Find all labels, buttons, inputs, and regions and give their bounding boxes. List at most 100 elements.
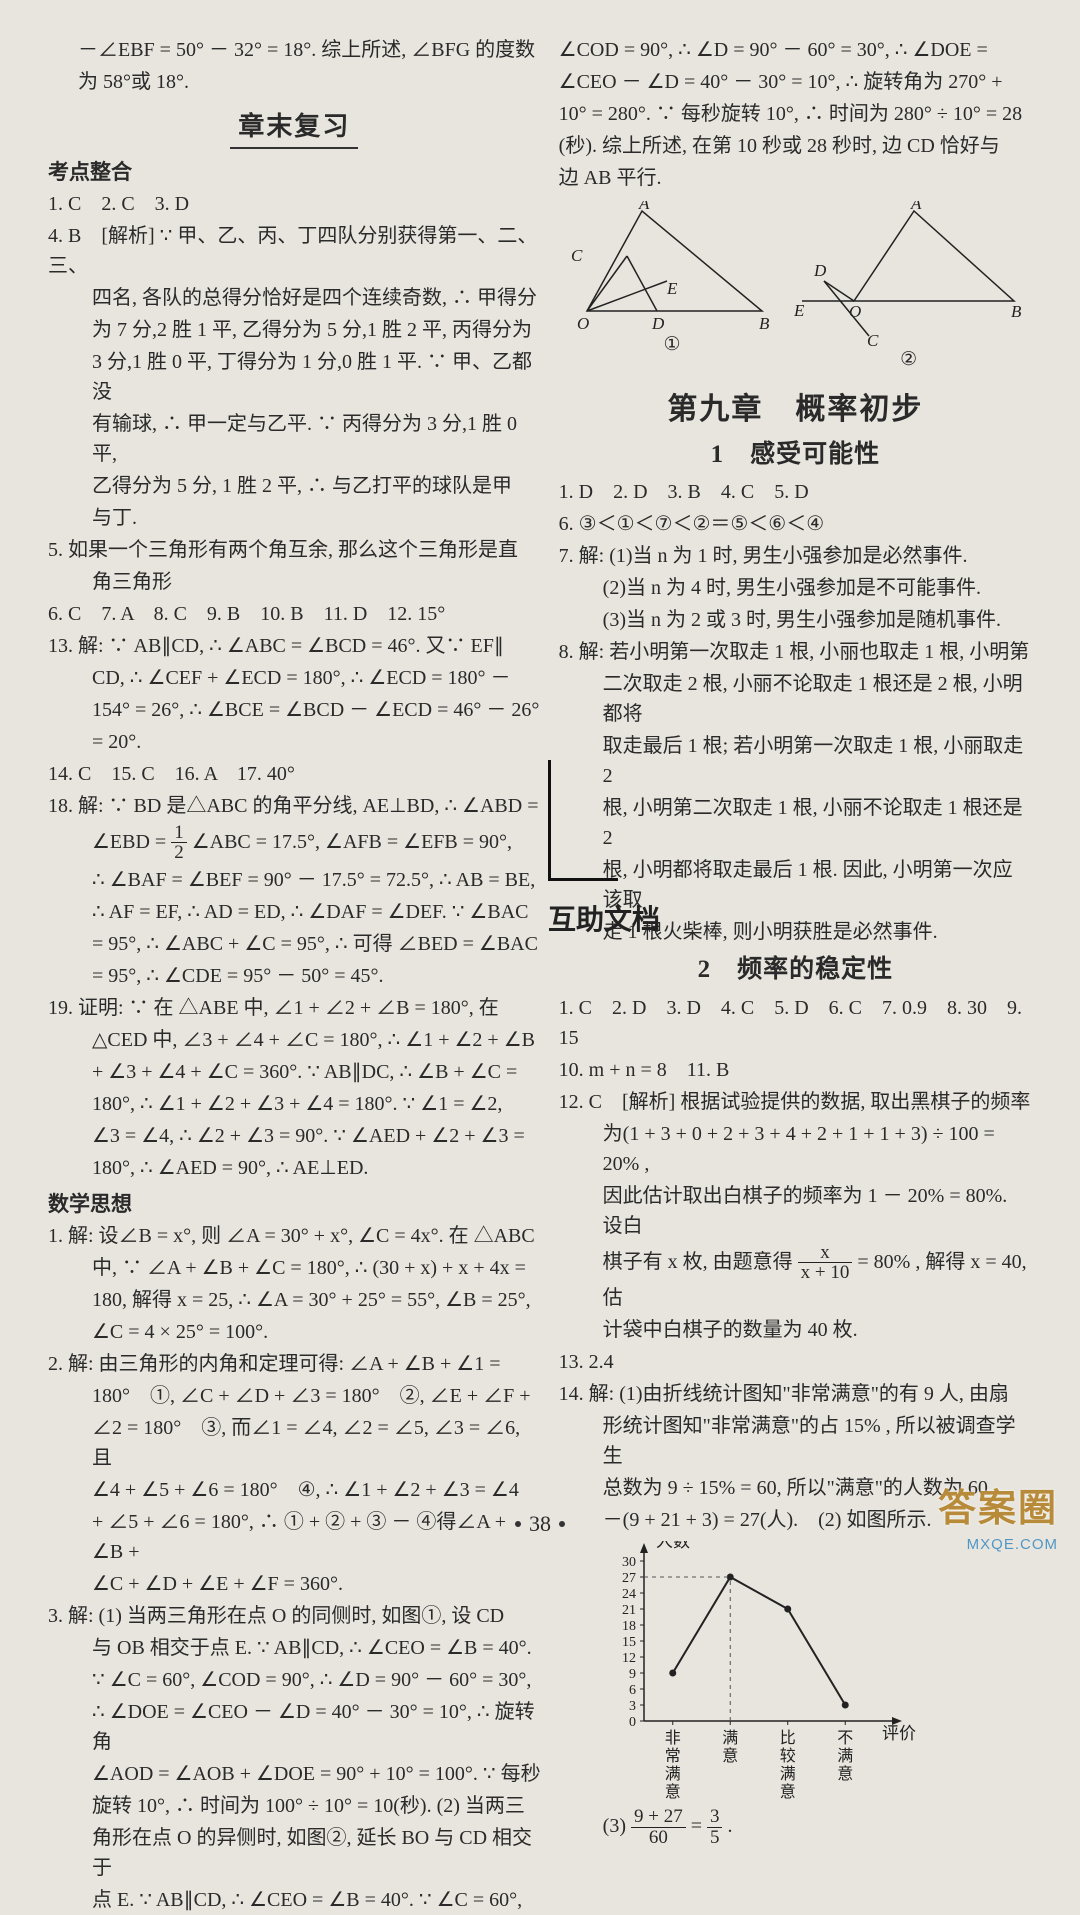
line-chart: 036912151821242730人数评价非常满意满意比较满意不满意 bbox=[589, 1541, 1032, 1801]
svg-text:27: 27 bbox=[622, 1571, 636, 1586]
figure-label: ② bbox=[794, 346, 1024, 375]
m1: 1. 解: 设∠B = x°, 则 ∠A = 30° + x°, ∠C = 4x… bbox=[48, 1221, 541, 1251]
q13: CD, ∴ ∠CEF + ∠ECD = 180°, ∴ ∠ECD = 180° … bbox=[48, 663, 541, 693]
q12: 因此估计取出白棋子的频率为 1 － 20% = 80%. 设白 bbox=[559, 1181, 1032, 1241]
q14: 14. 解: (1)由折线统计图知"非常满意"的有 9 人, 由扇 bbox=[559, 1379, 1032, 1409]
text: 10° = 280°. ∵ 每秒旋转 10°, ∴ 时间为 280° ÷ 10°… bbox=[559, 99, 1032, 129]
q19: + ∠3 + ∠4 + ∠C = 360°. ∵ AB∥DC, ∴ ∠B + ∠… bbox=[48, 1057, 541, 1087]
text: . bbox=[727, 1815, 732, 1837]
page-number: 38 bbox=[0, 1507, 1080, 1540]
q12: 12. C [解析] 根据试验提供的数据, 取出黑棋子的频率 bbox=[559, 1087, 1032, 1117]
q12: 棋子有 x 枚, 由题意得 xx + 10 = 80% , 解得 x = 40,… bbox=[559, 1243, 1032, 1314]
q8: 8. 解: 若小明第一次取走 1 根, 小丽也取走 1 根, 小明第 bbox=[559, 637, 1032, 667]
q7: (2)当 n 为 4 时, 男生小强参加是不可能事件. bbox=[559, 573, 1032, 603]
figure-pair: A C E O D B ① bbox=[559, 201, 1032, 375]
q4: 4. B [解析] ∵ 甲、乙、丙、丁四队分别获得第一、二、三、 bbox=[48, 221, 541, 281]
q4: 为 7 分,2 胜 1 平, 乙得分为 5 分,1 胜 2 平, 丙得分为 bbox=[48, 315, 541, 345]
svg-text:意: 意 bbox=[837, 1764, 853, 1783]
figure-2: A D E O B C ② bbox=[794, 201, 1024, 375]
q7: (3)当 n 为 2 或 3 时, 男生小强参加是随机事件. bbox=[559, 605, 1032, 635]
m1: 180, 解得 x = 25, ∴ ∠A = 30° + 25° = 55°, … bbox=[48, 1285, 541, 1315]
fraction: 12 bbox=[171, 823, 187, 864]
m1: 中, ∵ ∠A + ∠B + ∠C = 180°, ∴ (30 + x) + x… bbox=[48, 1253, 541, 1283]
text: (3) bbox=[603, 1815, 631, 1837]
q8: 走 1 根火柴棒, 则小明获胜是必然事件. bbox=[559, 917, 1032, 947]
page-num-value: 38 bbox=[529, 1511, 551, 1536]
q12: 为(1 + 3 + 0 + 2 + 3 + 4 + 2 + 1 + 1 + 3)… bbox=[559, 1119, 1032, 1179]
q13: 154° = 26°, ∴ ∠BCE = ∠BCD － ∠ECD = 46° －… bbox=[48, 695, 541, 725]
q18: = 95°, ∴ ∠CDE = 95° － 50° = 45°. bbox=[48, 961, 541, 991]
m2: ∠4 + ∠5 + ∠6 = 180° ④, ∴ ∠1 + ∠2 + ∠3 = … bbox=[48, 1475, 541, 1505]
q19: 180°, ∴ ∠AED = 90°, ∴ AE⊥ED. bbox=[48, 1153, 541, 1183]
q4: 乙得分为 5 分, 1 胜 2 平, ∴ 与乙打平的球队是甲 bbox=[48, 471, 541, 501]
svg-text:3: 3 bbox=[629, 1699, 636, 1714]
q7: 7. 解: (1)当 n 为 1 时, 男生小强参加是必然事件. bbox=[559, 541, 1032, 571]
answer-row: 14. C 15. C 16. A 17. 40° bbox=[48, 759, 541, 789]
answer-row: 1. C 2. C 3. D bbox=[48, 189, 541, 219]
svg-text:意: 意 bbox=[779, 1782, 795, 1801]
q18: = 95°, ∴ ∠ABC + ∠C = 95°, ∴ 可得 ∠BED = ∠B… bbox=[48, 929, 541, 959]
q8: 根, 小明第二次取走 1 根, 小丽不论取走 1 根还是 2 bbox=[559, 793, 1032, 853]
q18: ∠EBD = 12 ∠ABC = 17.5°, ∠AFB = ∠EFB = 90… bbox=[48, 823, 541, 864]
m2: ∠2 = 180° ③, 而∠1 = ∠4, ∠2 = ∠5, ∠3 = ∠6,… bbox=[48, 1413, 541, 1473]
svg-text:E: E bbox=[794, 301, 805, 320]
svg-text:C: C bbox=[571, 246, 583, 265]
section-title: 1 感受可能性 bbox=[559, 436, 1032, 474]
left-column: －∠EBF = 50° － 32° = 18°. 综上所述, ∠BFG 的度数 … bbox=[48, 35, 541, 1450]
section-title: 2 频率的稳定性 bbox=[559, 951, 1032, 989]
q19: △CED 中, ∠3 + ∠4 + ∠C = 180°, ∴ ∠1 + ∠2 +… bbox=[48, 1025, 541, 1055]
svg-text:B: B bbox=[1011, 302, 1022, 321]
svg-text:满: 满 bbox=[837, 1747, 853, 1765]
text: 边 AB 平行. bbox=[559, 163, 1032, 193]
text: －∠EBF = 50° － 32° = 18°. 综上所述, ∠BFG 的度数 bbox=[48, 35, 541, 65]
svg-text:非: 非 bbox=[664, 1729, 680, 1747]
svg-text:24: 24 bbox=[622, 1587, 636, 1602]
m3: ∠AOD = ∠AOB + ∠DOE = 90° + 10° = 100°. ∵… bbox=[48, 1759, 541, 1789]
q19: 180°, ∴ ∠1 + ∠2 + ∠3 + ∠4 = 180°. ∵ ∠1 =… bbox=[48, 1089, 541, 1119]
svg-text:9: 9 bbox=[629, 1667, 636, 1682]
q18: 18. 解: ∵ BD 是△ABC 的角平分线, AE⊥BD, ∴ ∠ABD = bbox=[48, 791, 541, 821]
q19: 19. 证明: ∵ 在 △ABE 中, ∠1 + ∠2 + ∠B = 180°,… bbox=[48, 993, 541, 1023]
fraction: 9 + 2760 bbox=[631, 1807, 686, 1848]
watermark: 答案圈 bbox=[938, 1481, 1058, 1538]
fraction: 35 bbox=[707, 1807, 723, 1848]
svg-text:15: 15 bbox=[622, 1635, 636, 1650]
m3: 点 E. ∵ AB∥CD, ∴ ∠CEO = ∠B = 40°. ∵ ∠C = … bbox=[48, 1885, 541, 1915]
svg-text:A: A bbox=[910, 201, 922, 213]
text: ∠EBD = bbox=[92, 831, 171, 853]
right-column: ∠COD = 90°, ∴ ∠D = 90° － 60° = 30°, ∴ ∠D… bbox=[559, 35, 1032, 1450]
text: (秒). 综上所述, 在第 10 秒或 28 秒时, 边 CD 恰好与 bbox=[559, 131, 1032, 161]
svg-text:人数: 人数 bbox=[656, 1541, 690, 1551]
figure-label: ① bbox=[567, 331, 777, 360]
m3: ∵ ∠C = 60°, ∠COD = 90°, ∴ ∠D = 90° － 60°… bbox=[48, 1665, 541, 1695]
q14-3: (3) 9 + 2760 = 35 . bbox=[559, 1807, 1032, 1848]
q12: 计袋中白棋子的数量为 40 枚. bbox=[559, 1315, 1032, 1345]
text: 棋子有 x 枚, 由题意得 bbox=[603, 1251, 798, 1273]
svg-text:B: B bbox=[759, 314, 770, 331]
q4: 四名, 各队的总得分恰好是四个连续奇数, ∴ 甲得分 bbox=[48, 283, 541, 313]
answer-row: 1. C 2. D 3. D 4. C 5. D 6. C 7. 0.9 8. … bbox=[559, 993, 1032, 1053]
q8: 根, 小明都将取走最后 1 根. 因此, 小明第一次应该取 bbox=[559, 855, 1032, 915]
text: 为 58°或 18°. bbox=[48, 67, 541, 97]
text: ∠ABC = 17.5°, ∠AFB = ∠EFB = 90°, bbox=[192, 831, 512, 853]
svg-text:满: 满 bbox=[664, 1765, 680, 1783]
svg-text:C: C bbox=[867, 331, 879, 346]
answer-row: 1. D 2. D 3. B 4. C 5. D bbox=[559, 477, 1032, 507]
m3: 旋转 10°, ∴ 时间为 100° ÷ 10° = 10(秒). (2) 当两… bbox=[48, 1791, 541, 1821]
svg-text:21: 21 bbox=[622, 1603, 636, 1618]
q10-11: 10. m + n = 8 11. B bbox=[559, 1055, 1032, 1085]
svg-text:不: 不 bbox=[837, 1730, 853, 1747]
q13: 13. 2.4 bbox=[559, 1347, 1032, 1377]
q4: 有输球, ∴ 甲一定与乙平. ∵ 丙得分为 3 分,1 胜 0 平, bbox=[48, 409, 541, 469]
m2: ∠C + ∠D + ∠E + ∠F = 360°. bbox=[48, 1569, 541, 1599]
svg-text:A: A bbox=[638, 201, 650, 213]
svg-text:0: 0 bbox=[629, 1715, 636, 1730]
svg-text:D: D bbox=[813, 261, 827, 280]
svg-text:12: 12 bbox=[622, 1651, 636, 1666]
m1: ∠C = 4 × 25° = 100°. bbox=[48, 1317, 541, 1347]
q13: 13. 解: ∵ AB∥CD, ∴ ∠ABC = ∠BCD = 46°. 又∵ … bbox=[48, 631, 541, 661]
q5: 角三角形 bbox=[48, 567, 541, 597]
chapter-review-heading: 章末复习 bbox=[230, 107, 358, 149]
watermark-sub: MXQE.COM bbox=[967, 1534, 1058, 1557]
q8: 取走最后 1 根; 若小明第一次取走 1 根, 小丽取走 2 bbox=[559, 731, 1032, 791]
